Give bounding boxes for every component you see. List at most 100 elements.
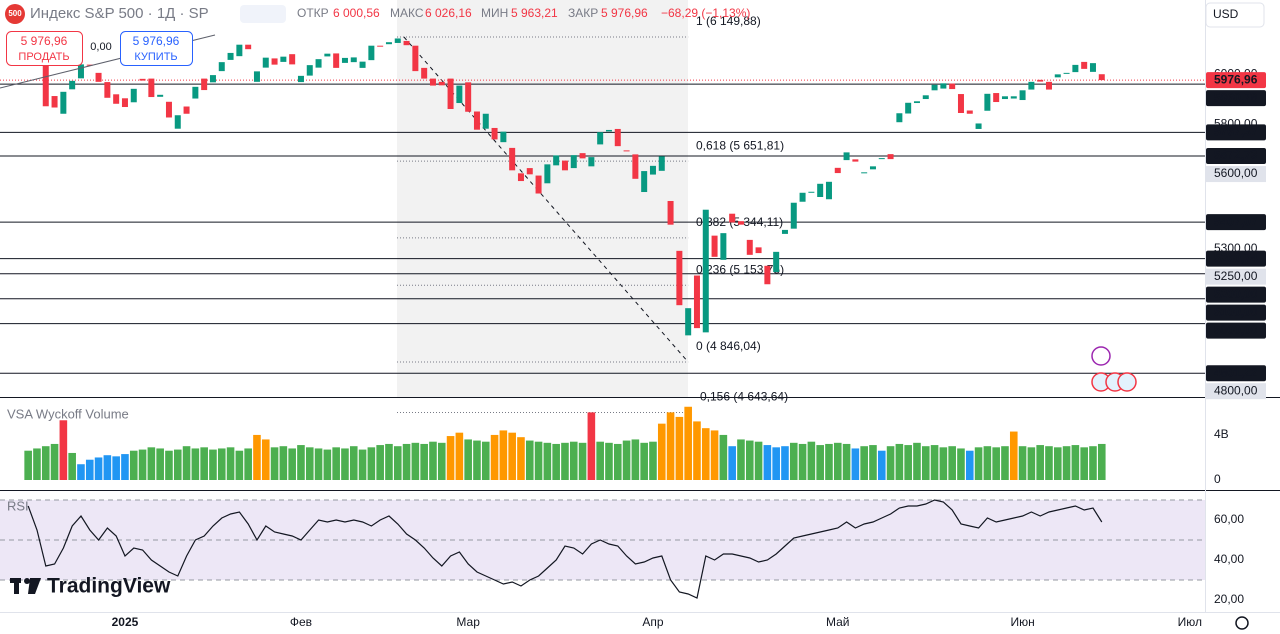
level-label: 5767,37 <box>1214 125 1258 139</box>
level-badge <box>1206 250 1266 267</box>
volume-bar <box>1027 447 1036 480</box>
candle-body <box>649 165 656 175</box>
candle-body <box>157 94 164 97</box>
candle-body <box>676 250 683 306</box>
event-icon[interactable] <box>1091 346 1111 366</box>
candle-body <box>139 78 146 81</box>
volume-bar <box>402 443 411 480</box>
volume-bar <box>50 443 59 480</box>
candle-body <box>209 75 216 83</box>
ohlc-value: 6 000,56 <box>333 6 380 20</box>
volume-bar <box>85 459 94 480</box>
plot: 1 (6 149,88)0,618 (5 651,81)0,382 (5 344… <box>0 14 1205 599</box>
volume-bar <box>77 464 85 480</box>
volume-bar <box>561 442 569 480</box>
price-badge <box>1206 72 1266 89</box>
candle-body <box>368 45 375 61</box>
volume-bar <box>191 448 200 480</box>
volume-bar <box>534 441 543 480</box>
candle-body <box>297 75 304 83</box>
level-label: 5672,73 <box>1214 148 1258 162</box>
volume-bar <box>341 448 349 480</box>
candle-body <box>429 78 436 86</box>
event-flag[interactable] <box>1117 372 1137 392</box>
candle-body <box>245 44 252 50</box>
volume-bar <box>94 457 103 480</box>
candle-body <box>658 156 665 171</box>
logo <box>5 4 25 24</box>
volume-bar <box>886 446 895 480</box>
fib-label: 0 (4 846,04) <box>696 339 761 353</box>
candle-body <box>1098 74 1105 81</box>
candle-body <box>702 209 709 333</box>
candle-body <box>878 158 885 160</box>
candle-body <box>262 57 269 68</box>
candle-body <box>51 96 58 108</box>
level-label: 5200,00 <box>1214 287 1258 301</box>
volume-bar <box>261 439 270 480</box>
volume-bar <box>59 420 68 480</box>
volume-bar <box>684 406 692 480</box>
volume-bar <box>1001 446 1009 480</box>
volume-bar <box>657 423 666 480</box>
candle-body <box>130 88 137 103</box>
volume-bar <box>596 441 604 480</box>
candle-body <box>1037 79 1044 82</box>
y-tick-label: 5250,00 <box>1214 269 1258 283</box>
buy-button[interactable] <box>120 31 193 66</box>
y-tick-label: 40,00 <box>1214 552 1244 566</box>
candle-body <box>60 91 67 114</box>
candle-body <box>966 110 973 114</box>
candle-body <box>280 56 287 62</box>
candle-body <box>957 94 964 113</box>
volume-bar <box>939 447 948 480</box>
volume-bar <box>235 450 244 480</box>
candle-body <box>1019 90 1026 101</box>
volume-bar <box>1089 446 1097 480</box>
ohlc-label: МАКС <box>390 6 424 20</box>
volume-bar <box>156 448 164 480</box>
candle-body <box>614 128 621 147</box>
volume-bar <box>631 439 640 480</box>
volume-bar <box>1062 446 1071 480</box>
brand-icon <box>24 578 30 584</box>
volume-bar <box>974 447 983 480</box>
candle-body <box>1028 81 1035 90</box>
volume-bar <box>1071 445 1080 480</box>
symbol-title: Индекс S&P 500 · 1Д · SP <box>30 5 209 22</box>
volume-bar <box>701 428 710 480</box>
candle-body <box>1089 63 1096 72</box>
sell-button[interactable] <box>6 31 83 66</box>
settings-icon[interactable] <box>1235 616 1249 630</box>
x-tick-label: Фев <box>290 615 312 629</box>
candle-body <box>852 159 859 162</box>
volume-bar <box>913 442 921 480</box>
candle-body <box>544 164 551 184</box>
candle-body <box>473 111 480 130</box>
volume-bar <box>921 446 930 480</box>
volume-bar <box>587 412 596 480</box>
candle-body <box>421 67 428 79</box>
candle-body <box>69 80 76 90</box>
candle-body <box>790 202 797 229</box>
candle-body <box>570 155 577 169</box>
currency-button[interactable] <box>1205 2 1265 28</box>
toolbar-pill[interactable] <box>240 5 286 23</box>
volume-bar <box>490 434 499 480</box>
volume-bar <box>358 449 367 480</box>
volume-bar <box>622 440 631 480</box>
candle-body <box>227 52 234 60</box>
candle-body <box>306 65 313 76</box>
brand: TradingView <box>47 575 171 598</box>
tick-badge <box>1206 383 1266 400</box>
candle-body <box>913 101 920 104</box>
candle-body <box>553 155 560 166</box>
candle-body <box>377 45 384 47</box>
logo-text: 500 <box>8 9 22 18</box>
volume-bar <box>297 445 305 480</box>
volume-bar <box>226 447 235 480</box>
ohlc-label: МИН <box>481 6 508 20</box>
volume-bar <box>420 443 428 480</box>
volume-bar <box>569 441 578 480</box>
candle-body <box>500 131 507 143</box>
